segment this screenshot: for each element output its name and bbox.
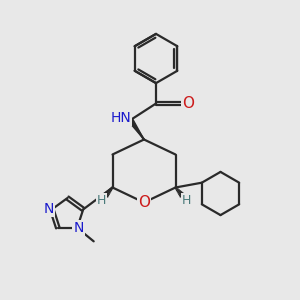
Text: H: H: [97, 194, 106, 207]
Text: O: O: [182, 96, 194, 111]
Polygon shape: [128, 118, 144, 140]
Text: HN: HN: [110, 111, 131, 124]
Text: O: O: [138, 195, 150, 210]
Text: H: H: [182, 194, 191, 207]
Text: N: N: [44, 202, 54, 216]
Text: N: N: [74, 221, 84, 236]
